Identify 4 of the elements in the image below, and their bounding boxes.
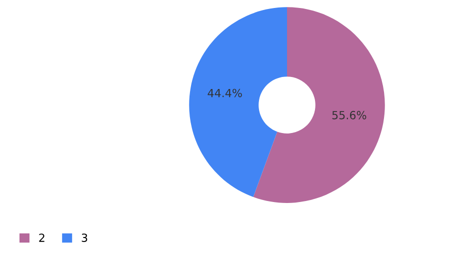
data-label: 55.6% <box>332 110 366 120</box>
legend-label: 3 <box>82 234 88 242</box>
data-label: 44.4% <box>208 88 242 98</box>
legend-label: 2 <box>39 234 44 242</box>
